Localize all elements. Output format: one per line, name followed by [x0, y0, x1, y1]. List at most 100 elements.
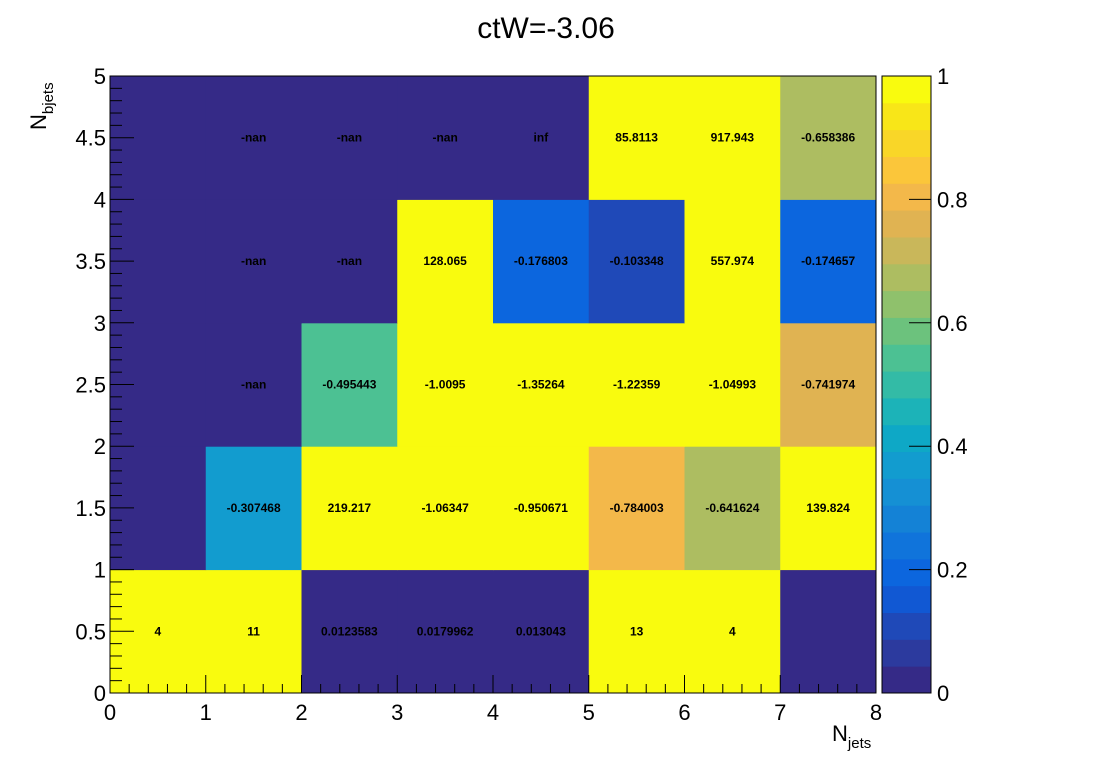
cell-value-label: -0.950671 [514, 501, 568, 515]
heatmap-cell-r0-c5 [588, 569, 685, 694]
colorbar-segment [882, 183, 931, 211]
cell-value-label: 85.8113 [615, 131, 658, 145]
cell-value-label: 128.065 [423, 254, 467, 268]
colorbar-tick-label: 0.6 [937, 311, 968, 336]
x-axis-title: Njets [832, 721, 871, 752]
colorbar-segment [882, 210, 931, 238]
colorbar-segment [882, 478, 931, 506]
colorbar-segment [882, 505, 931, 533]
colorbar-tick-label: 0.2 [937, 558, 968, 583]
cell-value-label: -nan [241, 378, 266, 392]
heatmap-cell-r3-c5 [588, 199, 685, 324]
heatmap-cell-r3-c2 [301, 199, 398, 324]
cell-value-label: -1.35264 [517, 378, 565, 392]
heatmap-cell-r0-c4 [493, 569, 590, 694]
heatmap-cell-r0-c2 [301, 569, 398, 694]
heatmap-cell-r3-c1 [205, 199, 302, 324]
colorbar-segment [882, 236, 931, 265]
cell-value-label: -0.307468 [227, 501, 281, 515]
y-tick-label: 3 [94, 311, 106, 336]
cell-value-label: 0.0123583 [321, 624, 378, 638]
colorbar-segment [882, 263, 931, 292]
x-tick-label: 4 [487, 700, 499, 725]
cell-value-label: -0.784003 [610, 501, 664, 515]
colorbar-segment [882, 317, 931, 345]
colorbar-segment [882, 585, 931, 614]
y-tick-label: 4 [94, 187, 106, 212]
x-tick-label: 0 [104, 700, 116, 725]
colorbar-segment [882, 76, 931, 104]
y-axis-title: Nbjets [26, 82, 57, 130]
x-axis-title-main: N [832, 721, 848, 746]
cell-value-label: 219.217 [328, 501, 372, 515]
colorbar-segment [882, 558, 931, 587]
colorbar-segment [882, 156, 931, 184]
heatmap-cell-r4-c4 [493, 76, 590, 200]
heatmap-cell-r2-c6 [684, 322, 781, 447]
heatmap-cell-labels: 4 11 0.0123583 0.0179962 0.013043 13 4 -0.30746… [155, 131, 856, 639]
cell-value-label: 139.824 [806, 501, 850, 515]
cell-value-label: -1.22359 [613, 378, 661, 392]
heatmap-cell-r4-c3 [397, 76, 494, 200]
heatmap-cell-r1-c7 [780, 446, 877, 571]
y-tick-label: 3.5 [75, 249, 106, 274]
y-tick-label: 2 [94, 434, 106, 459]
heatmap-cell-r3-c3 [397, 199, 494, 324]
heatmap-cell-r1-c2 [301, 446, 398, 571]
colorbar-segment [882, 639, 931, 667]
cell-value-label: -0.658386 [801, 131, 855, 145]
y-tick-label: 1.5 [75, 496, 106, 521]
heatmap-cells [110, 76, 877, 694]
heatmap-cell-r4-c2 [301, 76, 398, 200]
x-tick-label: 3 [391, 700, 403, 725]
cell-value-label: -nan [241, 254, 266, 268]
heatmap-cell-r3-c4 [493, 199, 590, 324]
heatmap-cell-r2-c5 [588, 322, 685, 447]
colorbar-segment [882, 290, 931, 318]
color-scale-bar: 0 0.2 0.4 0.6 0.8 1 [881, 64, 968, 706]
colorbar-segment [882, 532, 931, 560]
cell-value-label: 0.0179962 [417, 624, 474, 638]
cell-value-label: -0.641624 [705, 501, 759, 515]
heatmap-cell-r1-c4 [493, 446, 590, 571]
x-tick-label: 1 [200, 700, 212, 725]
cell-value-label: -0.174657 [801, 254, 855, 268]
x-tick-label: 8 [870, 700, 882, 725]
cell-value-label: inf [534, 131, 550, 145]
colorbar-segment [882, 371, 931, 399]
cell-value-label: -0.741974 [801, 378, 855, 392]
heatmap-cell-r4-c7 [780, 76, 877, 200]
colorbar-segment [882, 666, 931, 694]
cell-value-label: -nan [337, 254, 362, 268]
cell-value-label: -nan [432, 131, 457, 145]
heatmap-cell-r2-c1 [205, 322, 302, 447]
heatmap-cell-r2-c7 [780, 322, 877, 447]
cell-value-label: 0.013043 [516, 624, 566, 638]
colorbar-segment [882, 397, 931, 426]
heatmap-cell-r4-c5 [588, 76, 685, 200]
colorbar-tick-label: 1 [937, 64, 949, 89]
heatmap-cell-r0-c3 [397, 569, 494, 694]
colorbar-segment [882, 451, 931, 479]
cell-value-label: -1.06347 [421, 501, 469, 515]
y-tick-label: 2.5 [75, 373, 106, 398]
heatmap-cell-r2-c2 [301, 322, 398, 447]
cell-value-label: 13 [630, 624, 644, 638]
cell-value-label: -nan [241, 131, 266, 145]
colorbar-segment [882, 129, 931, 157]
heatmap-cell-r3-c7 [780, 199, 877, 324]
heatmap-cell-r4-c6 [684, 76, 781, 200]
colorbar-tick-label: 0.8 [937, 187, 968, 212]
heatmap-cell-r3-c6 [684, 199, 781, 324]
cell-value-label: -0.176803 [514, 254, 568, 268]
x-tick-label: 6 [678, 700, 690, 725]
y-axis-title-sub: bjets [40, 82, 57, 114]
y-tick-label: 1 [94, 558, 106, 583]
heatmap-cell-r2-c4 [493, 322, 590, 447]
heatmap-cell-r1-c5 [588, 446, 685, 571]
x-axis-title-sub: jets [847, 735, 871, 752]
cell-value-label: 11 [247, 624, 260, 638]
heatmap-cell-r1-c6 [684, 446, 781, 571]
heatmap-cell-r0-c7 [780, 569, 877, 694]
